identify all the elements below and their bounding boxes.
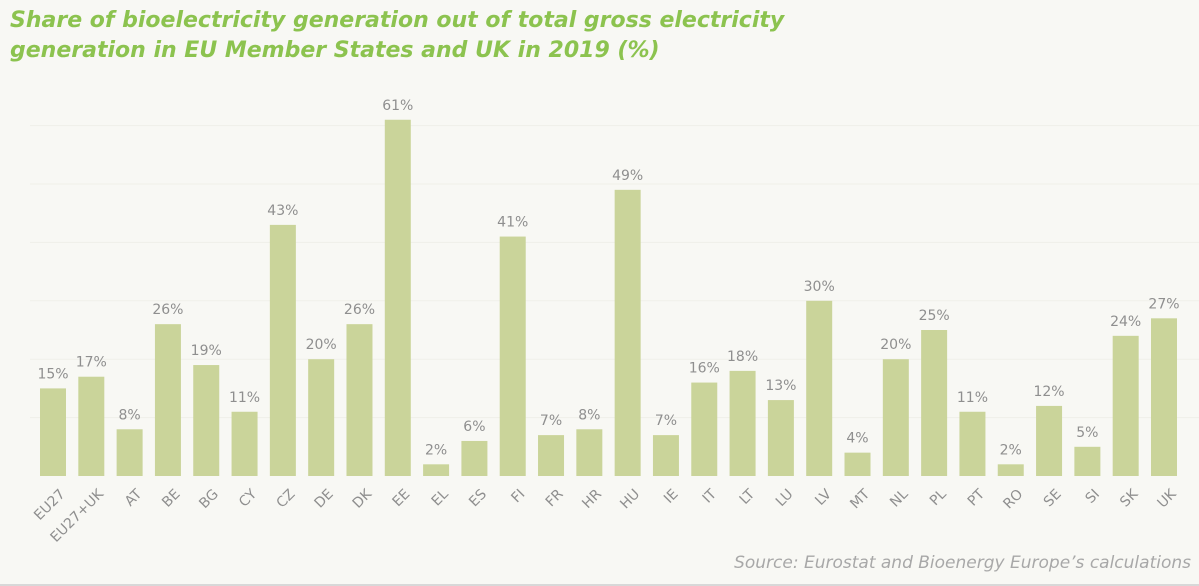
bar-fr [538, 435, 565, 476]
x-tick-label: RO [1000, 486, 1026, 512]
chart-title-line-1: Share of bioelectricity generation out o… [10, 8, 785, 33]
data-label: 61% [382, 98, 413, 114]
bar-fi [499, 236, 526, 476]
data-label: 20% [880, 337, 911, 353]
bottom-border [0, 584, 1199, 586]
bar-at [116, 429, 143, 476]
data-label: 12% [1033, 384, 1064, 400]
chart-title: Share of bioelectricity generation out o… [10, 6, 784, 66]
bar-bg [193, 365, 220, 476]
x-tick-label: LV [812, 486, 835, 509]
data-label: 49% [612, 168, 643, 184]
data-label: 7% [655, 413, 677, 429]
bar-it [691, 382, 718, 476]
bar-be [154, 324, 181, 476]
data-label: 27% [1148, 296, 1179, 312]
data-label: 2% [1000, 442, 1022, 458]
bar-hr [576, 429, 603, 476]
x-tick-label: FR [543, 486, 567, 510]
x-tick-label: BE [159, 486, 183, 510]
x-tick-label: LT [737, 486, 759, 508]
chart-title-line-2: generation in EU Member States and UK in… [10, 38, 660, 63]
x-tick-label: IT [700, 486, 721, 507]
bar-si [1074, 446, 1101, 476]
data-label: 24% [1110, 314, 1141, 330]
x-tick-label: HU [617, 486, 643, 512]
x-tick-label: PT [965, 486, 989, 510]
x-tick-label: PL [927, 486, 950, 509]
data-label: 4% [846, 431, 868, 447]
bar-de [308, 359, 335, 476]
bar-ee [384, 119, 411, 476]
x-tick-label: CY [236, 486, 260, 510]
bar-hu [614, 189, 641, 476]
data-label: 18% [727, 349, 758, 365]
data-label: 6% [463, 419, 485, 435]
data-label: 26% [152, 302, 183, 318]
data-label: 11% [957, 390, 988, 406]
data-label: 19% [191, 343, 222, 359]
bar-uk [1150, 318, 1177, 476]
data-label: 5% [1076, 425, 1098, 441]
data-label: 25% [919, 308, 950, 324]
bar-lt [729, 370, 756, 476]
x-tick-label: EL [429, 486, 452, 509]
bar-pl [921, 330, 948, 476]
x-tick-label: BG [196, 486, 222, 512]
data-label: 26% [344, 302, 375, 318]
bars [40, 119, 1177, 476]
x-tick-label: DK [350, 486, 376, 512]
bar-ie [652, 435, 679, 476]
data-label: 8% [119, 407, 141, 423]
data-label: 30% [804, 279, 835, 295]
bar-sk [1112, 335, 1139, 476]
x-tick-label: IE [661, 486, 681, 506]
data-label: 7% [540, 413, 562, 429]
data-label: 16% [689, 361, 720, 377]
x-tick-label: DE [312, 486, 337, 511]
x-tick-label: HR [579, 486, 605, 512]
bar-cy [231, 411, 258, 476]
bar-el [423, 464, 450, 476]
data-label: 8% [578, 407, 600, 423]
x-tick-label: FI [508, 486, 528, 506]
x-tick-label: SI [1082, 486, 1103, 507]
x-tick-label: CZ [273, 486, 298, 511]
bar-se [1036, 405, 1063, 476]
data-label: 2% [425, 442, 447, 458]
x-tick-label: SE [1041, 486, 1065, 510]
data-label: 15% [37, 366, 68, 382]
bar-cz [269, 224, 296, 476]
data-label: 17% [76, 355, 107, 371]
bar-mt [844, 452, 871, 476]
source-note: Source: Eurostat and Bioenergy Europe’s … [734, 553, 1191, 573]
data-labels: 15% 17% 8% 26% 19% 11% 43% 20% 26% 61% 2% 6% 41% 7% 8%… [37, 98, 1179, 459]
x-tick-label: MT [847, 486, 873, 512]
bar-eu27 [40, 388, 66, 476]
bar-ro [997, 464, 1024, 476]
x-tick-label: SK [1117, 486, 1142, 511]
bar-lu [767, 400, 794, 476]
data-label: 13% [765, 378, 796, 394]
bar-lv [806, 300, 833, 476]
bar-pt [959, 411, 986, 476]
x-tick-label: LU [773, 486, 797, 510]
bar-dk [346, 324, 373, 476]
x-tick-label: ES [466, 486, 490, 510]
data-label: 20% [306, 337, 337, 353]
x-tick-label: AT [122, 486, 146, 510]
gridlines [30, 125, 1199, 419]
bar-nl [882, 359, 909, 476]
x-tick-label: NL [887, 486, 911, 510]
bar-eu27-plus-uk [78, 376, 105, 476]
data-label: 41% [497, 215, 528, 231]
x-tick-label: EE [390, 486, 414, 510]
data-label: 11% [229, 390, 260, 406]
x-tick-label: UK [1155, 486, 1181, 512]
bar-es [461, 440, 488, 476]
data-label: 43% [267, 203, 298, 219]
